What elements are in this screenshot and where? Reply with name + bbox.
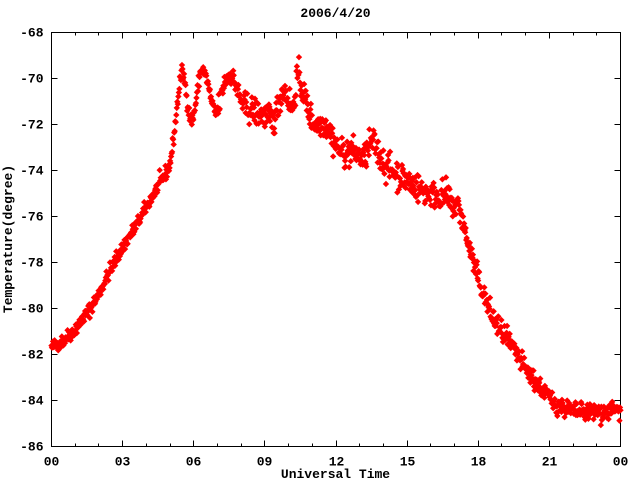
svg-text:-78: -78 — [20, 256, 44, 271]
svg-text:-76: -76 — [20, 210, 44, 225]
svg-text:15: 15 — [400, 455, 416, 470]
svg-text:2006/4/20: 2006/4/20 — [300, 6, 370, 21]
svg-text:-82: -82 — [20, 348, 44, 363]
svg-text:Temperature(degree): Temperature(degree) — [1, 165, 16, 313]
svg-text:21: 21 — [542, 455, 558, 470]
svg-text:18: 18 — [471, 455, 487, 470]
svg-text:-68: -68 — [20, 26, 44, 41]
svg-text:06: 06 — [186, 455, 202, 470]
svg-text:09: 09 — [257, 455, 273, 470]
svg-text:-80: -80 — [20, 302, 44, 317]
svg-text:00: 00 — [613, 455, 629, 470]
svg-text:03: 03 — [115, 455, 131, 470]
svg-text:12: 12 — [329, 455, 345, 470]
svg-text:-74: -74 — [20, 164, 44, 179]
svg-text:-70: -70 — [20, 72, 44, 87]
svg-text:-72: -72 — [20, 118, 44, 133]
svg-text:-86: -86 — [20, 440, 44, 455]
svg-text:-84: -84 — [20, 394, 44, 409]
svg-text:00: 00 — [44, 455, 60, 470]
